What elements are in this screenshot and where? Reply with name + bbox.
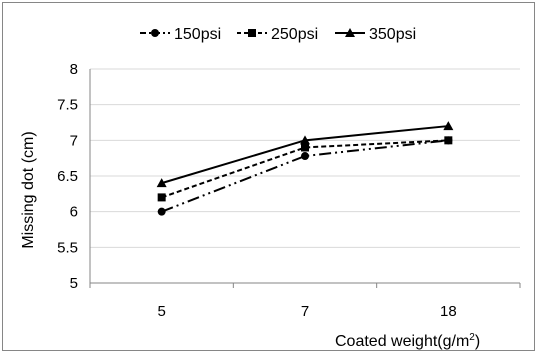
legend-label-150psi: 150psi [174,26,221,43]
x-tick-label: 18 [440,303,457,320]
x-axis-title: Coated weight(g/m2) [335,332,480,350]
legend-marker-250psi [248,29,256,37]
x-axis-title-main: Coated weight(g/m [335,333,469,350]
series [156,121,454,216]
data-point-150psi [157,207,166,216]
legend-marker-150psi [151,29,159,37]
x-tick-label: 5 [157,303,165,320]
y-tick-label: 6 [70,204,78,221]
y-tick-label: 6.5 [57,168,78,185]
y-tick-label: 7.5 [57,97,78,114]
data-point-250psi [301,143,309,152]
x-tick-labels: 5 7 18 [157,303,456,320]
data-point-350psi [156,178,167,188]
data-point-150psi [301,152,309,161]
legend-label-250psi: 250psi [271,26,318,43]
data-point-350psi [300,135,310,145]
legend-label-350psi: 350psi [369,26,416,43]
y-axis-title: Missing dot (cm) [20,131,37,248]
legend-item-150psi: 150psi [140,26,221,43]
legend-item-350psi: 350psi [335,26,416,43]
series-line-150psi [161,139,449,213]
data-point-250psi [157,193,166,202]
legend-marker-350psi [345,28,355,37]
y-tick-label: 5.5 [57,239,78,256]
y-tick-label: 8 [70,61,78,78]
series-250psi [157,136,453,202]
x-axis-title-superscript: 2 [469,332,475,343]
y-tick-labels: 5 5.5 6 6.5 7 7.5 8 [57,61,78,292]
x-axis-title-end: ) [475,333,480,350]
legend-item-250psi: 250psi [237,26,318,43]
data-point-250psi [444,136,453,145]
y-tick-label: 5 [70,275,78,292]
series-line-250psi [161,139,449,199]
data-point-350psi [443,121,454,131]
axes [89,69,521,288]
x-tick-label: 7 [301,303,309,320]
series-350psi [156,121,454,188]
legend: 150psi 250psi 350psi [140,26,416,43]
y-tick-label: 7 [70,132,78,149]
